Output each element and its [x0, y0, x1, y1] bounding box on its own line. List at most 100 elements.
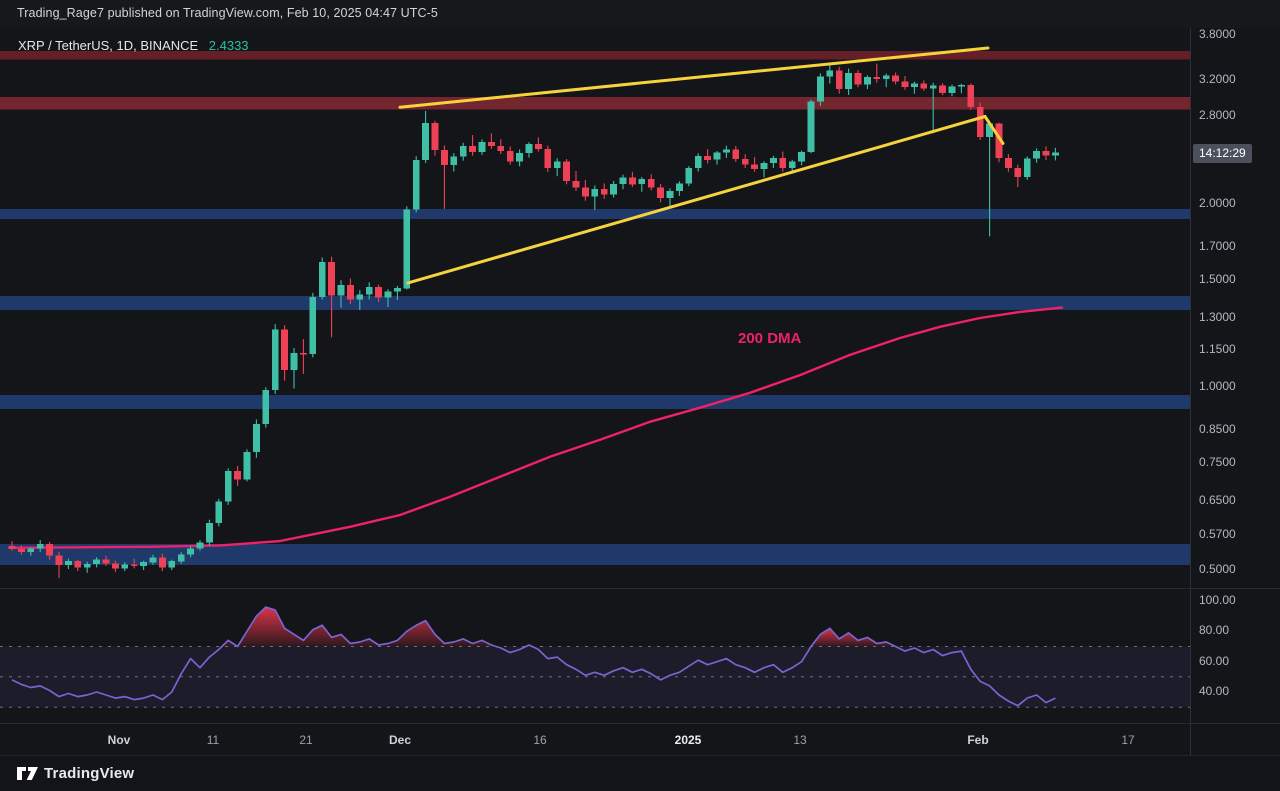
- wedge-upper-trendline[interactable]: [398, 46, 990, 109]
- candle-body: [149, 557, 157, 563]
- candle-body: [535, 144, 542, 149]
- resistance-zone[interactable]: [0, 96, 1190, 110]
- candle-body: [638, 178, 646, 185]
- candle-body: [572, 181, 580, 188]
- candle-body: [864, 77, 871, 85]
- candle-body: [215, 501, 223, 523]
- candle-body: [676, 183, 683, 192]
- candle-body: [488, 142, 495, 146]
- support-zone[interactable]: [0, 296, 1190, 310]
- time-tick-label: Feb: [967, 733, 989, 747]
- price-tick-label: 2.0000: [1199, 196, 1236, 210]
- candle-body: [450, 156, 458, 166]
- candle-body: [1052, 152, 1059, 156]
- price-tick-label: 0.5000: [1199, 562, 1236, 576]
- candle-body: [911, 83, 918, 87]
- candle-body: [159, 557, 166, 568]
- candle-body: [807, 101, 815, 153]
- candles[interactable]: [8, 63, 1059, 579]
- candle-body: [873, 77, 881, 80]
- price-tick-label: 1.7000: [1199, 239, 1236, 253]
- candle-body: [629, 177, 636, 185]
- candle-body: [647, 178, 655, 188]
- rsi-indicator-canvas[interactable]: [0, 595, 1190, 722]
- candle-body: [741, 159, 749, 165]
- candle-body: [1023, 158, 1031, 178]
- candle-body: [882, 75, 890, 80]
- price-tick-label: 3.2000: [1199, 72, 1236, 86]
- candle-body: [506, 151, 514, 162]
- support-zone[interactable]: [0, 394, 1190, 410]
- candle-body: [431, 123, 439, 151]
- candle-body: [65, 561, 72, 565]
- candle-body: [318, 261, 326, 297]
- last-price-value: 2.4333: [208, 38, 249, 53]
- candle-body: [713, 152, 721, 160]
- candle-body: [958, 85, 965, 87]
- candle-body: [516, 153, 523, 162]
- time-tick-label: 17: [1121, 733, 1135, 747]
- candle-body: [666, 191, 674, 199]
- candle-body: [412, 159, 420, 210]
- candle-body: [967, 85, 975, 107]
- candle-body: [1014, 168, 1022, 177]
- candle-body: [582, 187, 589, 197]
- support-zone[interactable]: [0, 209, 1190, 219]
- candle-body: [694, 156, 702, 168]
- resistance-zone[interactable]: [0, 51, 1190, 60]
- candle-body: [845, 72, 852, 90]
- candle-body: [459, 146, 467, 157]
- support-zone[interactable]: [0, 543, 1190, 565]
- footer-bar: TradingView: [0, 755, 1280, 791]
- candle-body: [337, 285, 345, 296]
- candle-body: [422, 123, 429, 160]
- rsi-tick-label: 100.00: [1199, 593, 1236, 607]
- price-tick-label: 1.0000: [1199, 379, 1236, 393]
- time-tick-label: 2025: [674, 733, 702, 747]
- candle-body: [234, 470, 241, 480]
- candle-body: [281, 329, 288, 370]
- candle-body: [403, 209, 411, 289]
- wedge-lower-trendline[interactable]: [406, 115, 987, 285]
- candle-body: [243, 452, 251, 480]
- price-tick-label: 1.1500: [1199, 342, 1236, 356]
- candle-body: [854, 72, 862, 85]
- candle-body: [168, 561, 176, 568]
- countdown-badge: 14:12:29: [1193, 144, 1252, 163]
- candle-body: [544, 148, 552, 169]
- candle-body: [553, 161, 561, 169]
- rsi-line[interactable]: [11, 606, 1056, 707]
- candle-body: [591, 189, 599, 197]
- candle-body: [704, 156, 711, 160]
- candle-body: [140, 562, 147, 566]
- candle-body: [1042, 151, 1050, 156]
- candle-body: [271, 329, 279, 390]
- candle-body: [939, 85, 946, 93]
- wedge-lower-break-trendline[interactable]: [983, 115, 1005, 145]
- candle-body: [600, 189, 608, 195]
- price-tick-label: 2.8000: [1199, 108, 1236, 122]
- tradingview-brand-text[interactable]: TradingView: [44, 765, 135, 782]
- candle-body: [788, 161, 796, 169]
- tradingview-logo-icon[interactable]: [16, 765, 40, 783]
- 200-dma-line[interactable]: [8, 306, 1064, 549]
- candle-body: [253, 423, 260, 452]
- candle-body: [206, 522, 213, 543]
- candle-body: [177, 554, 185, 562]
- time-axis-separator: [0, 723, 1280, 724]
- candle-body: [121, 564, 129, 569]
- candle-body: [347, 285, 354, 300]
- candle-body: [365, 287, 373, 295]
- candle-body: [723, 149, 730, 153]
- rsi-tick-label: 80.00: [1199, 623, 1230, 637]
- price-tick-label: 1.5000: [1199, 272, 1236, 286]
- candle-body: [929, 85, 937, 89]
- candle-body: [27, 548, 35, 553]
- price-tick-label: 0.8500: [1199, 422, 1236, 436]
- price-chart-canvas[interactable]: 200 DMA: [0, 28, 1190, 587]
- candle-body: [732, 149, 740, 159]
- candle-body: [8, 545, 16, 550]
- pane-separator[interactable]: [0, 588, 1280, 589]
- candle-body: [760, 163, 768, 170]
